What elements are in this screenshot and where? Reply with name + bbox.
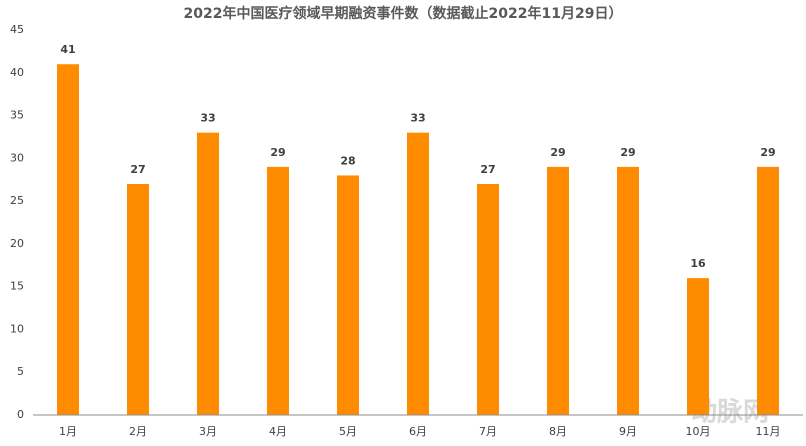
x-tick-label: 10月 bbox=[686, 425, 711, 438]
y-tick-label: 40 bbox=[10, 66, 24, 79]
x-tick-label: 4月 bbox=[269, 425, 287, 438]
bar bbox=[197, 132, 219, 415]
x-tick-label: 1月 bbox=[59, 425, 77, 438]
y-tick-label: 15 bbox=[10, 280, 24, 293]
chart-title: 2022年中国医疗领域早期融资事件数（数据截止2022年11月29日） bbox=[184, 5, 623, 22]
value-label: 41 bbox=[60, 43, 75, 56]
y-tick-label: 0 bbox=[17, 408, 24, 421]
bar bbox=[617, 166, 639, 415]
y-tick-label: 35 bbox=[10, 109, 24, 122]
x-tick-label: 11月 bbox=[756, 425, 781, 438]
bar bbox=[57, 64, 79, 415]
value-label: 27 bbox=[130, 163, 145, 176]
value-label: 33 bbox=[410, 112, 425, 125]
bar bbox=[407, 132, 429, 415]
bar bbox=[337, 175, 359, 415]
value-label: 33 bbox=[200, 112, 215, 125]
x-tick-label: 6月 bbox=[409, 425, 427, 438]
x-tick-label: 8月 bbox=[549, 425, 567, 438]
y-tick-label: 45 bbox=[10, 23, 24, 36]
x-tick-label: 2月 bbox=[129, 425, 147, 438]
value-label: 29 bbox=[620, 146, 635, 159]
value-label: 29 bbox=[270, 146, 285, 159]
value-label: 29 bbox=[550, 146, 565, 159]
y-tick-label: 10 bbox=[10, 322, 24, 335]
x-tick-label: 3月 bbox=[199, 425, 217, 438]
y-tick-label: 25 bbox=[10, 194, 24, 207]
x-tick-label: 7月 bbox=[479, 425, 497, 438]
bar bbox=[547, 166, 569, 415]
value-label: 27 bbox=[480, 163, 495, 176]
value-label: 29 bbox=[760, 146, 775, 159]
bar bbox=[757, 166, 779, 415]
y-tick-label: 20 bbox=[10, 237, 24, 250]
value-label: 16 bbox=[690, 257, 706, 270]
bar bbox=[477, 184, 499, 415]
y-tick-label: 5 bbox=[17, 365, 24, 378]
y-tick-label: 30 bbox=[10, 151, 24, 164]
bar bbox=[267, 166, 289, 415]
value-label: 28 bbox=[340, 154, 355, 167]
x-tick-label: 5月 bbox=[339, 425, 357, 438]
x-tick-label: 9月 bbox=[619, 425, 637, 438]
bar bbox=[127, 184, 149, 415]
bar bbox=[687, 278, 709, 415]
